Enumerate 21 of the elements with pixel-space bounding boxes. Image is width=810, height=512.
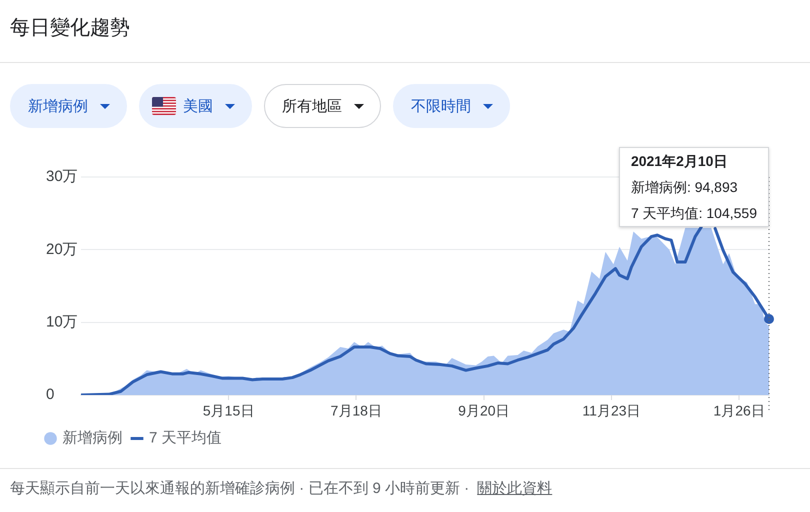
dropdown-button[interactable]: 不限時間 xyxy=(393,84,510,128)
x-tick-label: 5月15日 xyxy=(202,402,254,418)
x-tick-label: 9月20日 xyxy=(458,402,510,418)
tooltip: 2021年2月10日 新增病例: 94,893 7 天平均值: 104,559 xyxy=(618,147,769,227)
y-tick-label: 0 xyxy=(46,386,54,404)
y-tick-label: 30万 xyxy=(46,168,78,186)
dropdown-button[interactable]: 所有地區 xyxy=(264,84,381,128)
y-tick-label: 10万 xyxy=(46,313,78,330)
x-tick-label: 1月26日 xyxy=(713,402,765,418)
annotation: 新增病例: 94,893 xyxy=(630,178,739,197)
chart-title: 每日變化趨勢 xyxy=(10,16,130,40)
y-tick-label: 20万 xyxy=(46,240,78,258)
dropdown-button[interactable]: 新增病例 xyxy=(10,84,127,128)
x-tick-label: 11月23日 xyxy=(582,402,641,418)
legend-label: 新增病例 xyxy=(62,430,122,447)
x-tick-label: 7月18日 xyxy=(330,402,382,418)
dropdown-button[interactable]: 美國 xyxy=(139,84,252,128)
annotation: 7 天平均值: 104,559 xyxy=(630,204,757,223)
legend-label: 7 天平均值 xyxy=(149,430,222,447)
text-link[interactable]: 關於此資料 xyxy=(477,480,552,497)
text: 每天顯示自前一天以來通報的新增確診病例 · 已在不到 9 小時前更新 · xyxy=(10,480,470,497)
